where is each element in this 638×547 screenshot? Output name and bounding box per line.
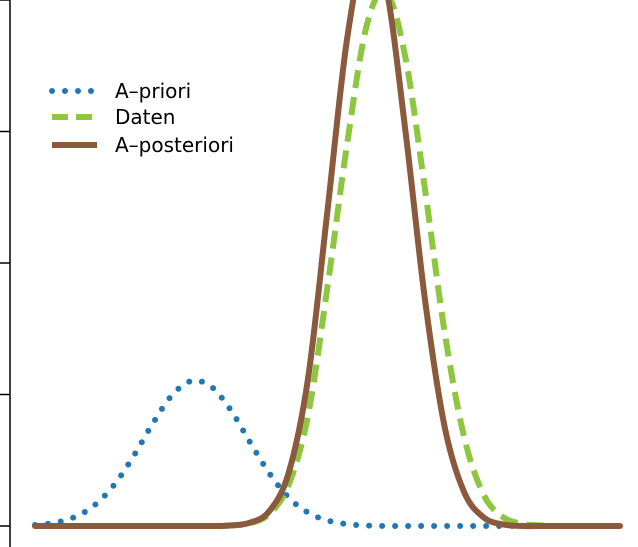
series-data-line xyxy=(35,0,620,530)
legend: A–priori Daten A–posteriori xyxy=(49,79,234,157)
series-posterior-line xyxy=(32,0,623,530)
legend-label-prior: A–priori xyxy=(115,79,191,103)
y-ticks xyxy=(0,0,10,527)
series-prior-line xyxy=(32,377,623,530)
series-layer xyxy=(32,0,623,530)
legend-item-posterior: A–posteriori xyxy=(52,133,234,157)
legend-item-prior: A–priori xyxy=(49,79,191,103)
legend-item-data: Daten xyxy=(52,105,175,129)
legend-label-data: Daten xyxy=(115,105,175,129)
legend-label-posterior: A–posteriori xyxy=(115,133,234,157)
